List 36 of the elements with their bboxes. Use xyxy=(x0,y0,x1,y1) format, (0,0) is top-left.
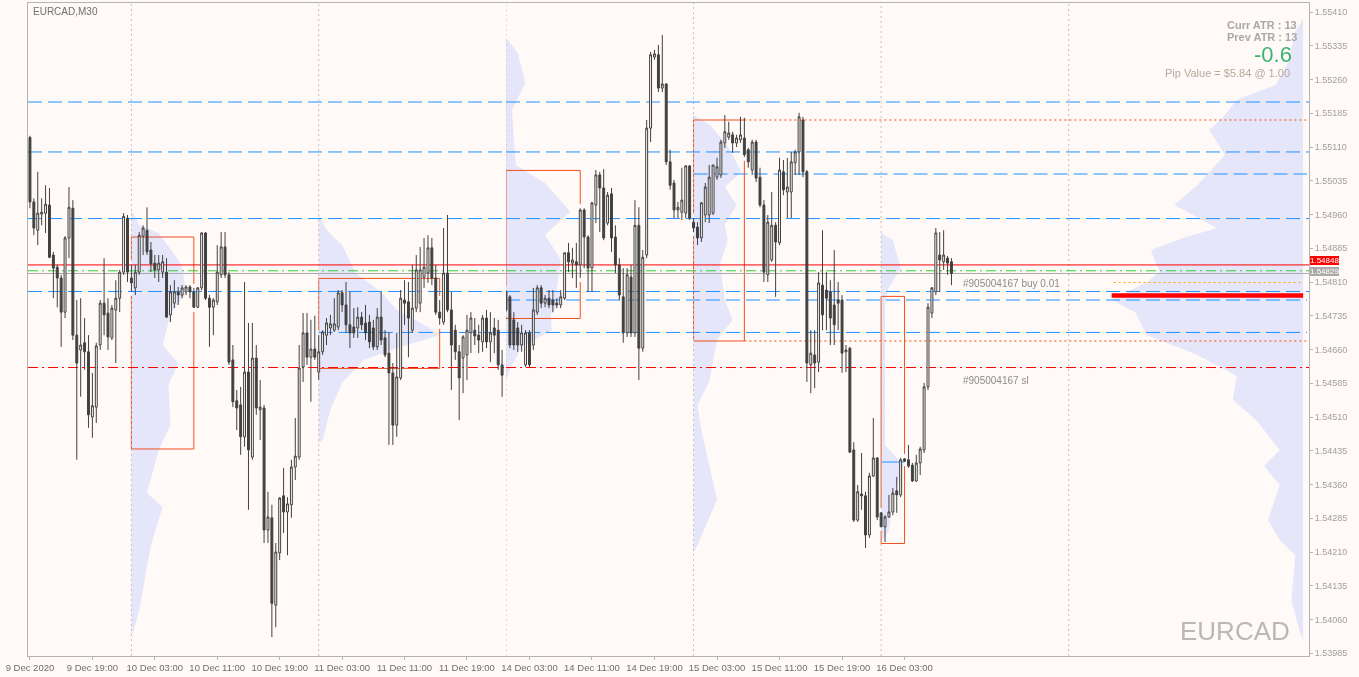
y-tick-label: 1.55335 xyxy=(1315,40,1348,51)
x-tick-label: 15 Dec 03:00 xyxy=(689,662,746,674)
y-tick-label: 1.54285 xyxy=(1315,513,1348,524)
y-tick-label: 1.54885 xyxy=(1315,243,1348,254)
ref-line-label: 1.54848 xyxy=(1310,256,1340,265)
annotation: Prev ATR : 13 xyxy=(1227,31,1298,43)
y-tick-label: 1.54960 xyxy=(1315,209,1348,220)
x-tick-label: 14 Dec 19:00 xyxy=(626,662,684,674)
y-tick-label: 1.55410 xyxy=(1315,7,1348,18)
x-tick-label: 15 Dec 19:00 xyxy=(814,662,871,674)
y-tick-label: 1.54360 xyxy=(1315,479,1348,490)
y-tick-label: 1.54585 xyxy=(1315,378,1348,389)
y-tick-label: 1.55260 xyxy=(1315,74,1348,85)
y-tick-label: 1.54510 xyxy=(1315,412,1348,423)
annotation: -0.6 xyxy=(1254,42,1293,67)
x-tick-label: 14 Dec 03:00 xyxy=(501,662,559,674)
y-tick-label: 1.54210 xyxy=(1315,547,1348,558)
y-tick-label: 1.55035 xyxy=(1315,175,1348,186)
y-tick-label: 1.54660 xyxy=(1315,344,1348,355)
annotation: Curr ATR : 13 xyxy=(1227,19,1298,31)
y-tick-label: 1.53985 xyxy=(1315,648,1348,659)
y-tick-label: 1.54060 xyxy=(1315,614,1348,625)
y-tick-label: 1.54735 xyxy=(1315,310,1348,321)
x-tick-label: 14 Dec 11:00 xyxy=(564,662,621,674)
y-tick-label: 1.54810 xyxy=(1315,277,1348,288)
y-tick-label: 1.54435 xyxy=(1315,445,1348,456)
x-tick-label: 16 Dec 03:00 xyxy=(876,662,934,674)
x-tick-label: 15 Dec 11:00 xyxy=(752,662,808,674)
ref-line-label: #905004167 sl xyxy=(963,375,1030,386)
annotation: EURCAD xyxy=(1180,616,1291,646)
y-tick-label: 1.55185 xyxy=(1315,108,1348,119)
y-tick-label: 1.54135 xyxy=(1315,580,1348,591)
ref-line-label: 1.54829 xyxy=(1310,267,1340,276)
annotation: Pip Value = $5.84 @ 1.00 xyxy=(1165,67,1291,79)
y-tick-label: 1.55110 xyxy=(1315,142,1348,153)
ref-line-label: #905004167 buy 0.01 xyxy=(963,278,1061,289)
